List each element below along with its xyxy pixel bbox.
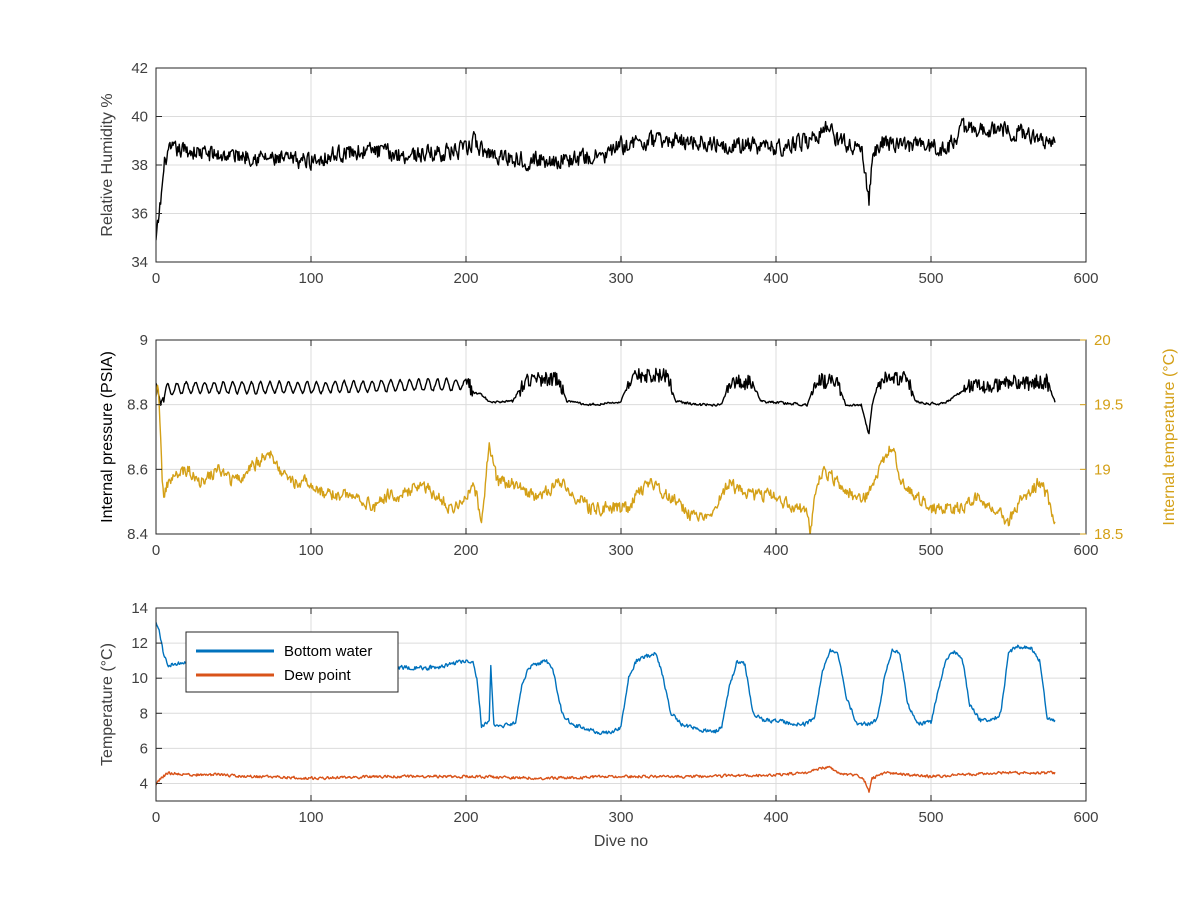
x-tick-label: 200 bbox=[453, 809, 478, 826]
x-tick-label: 600 bbox=[1073, 809, 1098, 826]
x-tick-label: 0 bbox=[152, 809, 160, 826]
x-tick-label: 200 bbox=[453, 542, 478, 559]
y-tick-label: 10 bbox=[131, 670, 148, 687]
x-tick-label: 300 bbox=[608, 270, 633, 287]
y-tick-label: 8.4 bbox=[127, 526, 148, 543]
y-tick-label: 8.6 bbox=[127, 461, 148, 478]
x-tick-label: 0 bbox=[152, 542, 160, 559]
x-tick-label: 300 bbox=[608, 542, 633, 559]
y-axis-label: Internal pressure (PSIA) bbox=[99, 351, 116, 523]
x-tick-label: 200 bbox=[453, 270, 478, 287]
y-tick-label: 4 bbox=[140, 775, 148, 792]
chart-panel-3: 0 100 200 300 400 500 600 4 6 8 10 12 14 Temperature … bbox=[99, 600, 1099, 850]
x-tick-label: 100 bbox=[298, 270, 323, 287]
y-tick-label: 12 bbox=[131, 635, 148, 652]
y-tick-label: 40 bbox=[131, 109, 148, 126]
x-tick-label: 600 bbox=[1073, 542, 1098, 559]
legend-label-bottom-water: Bottom water bbox=[284, 643, 372, 660]
series-line-1 bbox=[156, 117, 1056, 241]
y-axis-label: Temperature (°C) bbox=[99, 643, 116, 766]
y-tick-label-right: 19 bbox=[1094, 461, 1111, 478]
x-tick-label: 100 bbox=[298, 809, 323, 826]
y-tick-label-right: 18.5 bbox=[1094, 526, 1123, 543]
chart-panel-1: 0 100 200 300 400 500 600 34 36 38 40 42 Relative Hu… bbox=[99, 60, 1099, 287]
x-tick-label: 400 bbox=[763, 809, 788, 826]
x-tick-label: 500 bbox=[918, 809, 943, 826]
x-tick-label: 0 bbox=[152, 270, 160, 287]
x-axis-label: Dive no bbox=[594, 833, 648, 850]
series-line-dew-point bbox=[156, 765, 1056, 793]
x-tick-label: 600 bbox=[1073, 270, 1098, 287]
y-tick-label: 8 bbox=[140, 705, 148, 722]
y-tick-label: 38 bbox=[131, 157, 148, 174]
y-tick-label: 14 bbox=[131, 600, 148, 617]
y-axis-label: Relative Humidity % bbox=[99, 93, 116, 236]
x-tick-label: 100 bbox=[298, 542, 323, 559]
y-tick-label-right: 19.5 bbox=[1094, 397, 1123, 414]
y-tick-label: 9 bbox=[140, 332, 148, 349]
legend-label-dew-point: Dew point bbox=[284, 667, 352, 684]
y-tick-label-right: 20 bbox=[1094, 332, 1111, 349]
y-axis-label-right: Internal temperature (°C) bbox=[1161, 348, 1178, 525]
series-line-1 bbox=[156, 367, 1056, 435]
x-tick-label: 300 bbox=[608, 809, 633, 826]
x-tick-label: 400 bbox=[763, 542, 788, 559]
x-tick-label: 500 bbox=[918, 542, 943, 559]
y-tick-label: 6 bbox=[140, 740, 148, 757]
series-line-2 bbox=[156, 384, 1056, 534]
y-tick-label: 42 bbox=[131, 60, 148, 77]
x-tick-label: 400 bbox=[763, 270, 788, 287]
legend-box bbox=[185, 631, 399, 693]
y-tick-label: 36 bbox=[131, 206, 148, 223]
y-tick-label: 34 bbox=[131, 254, 148, 271]
y-tick-label: 8.8 bbox=[127, 397, 148, 414]
legend: Bottom water Dew point bbox=[185, 631, 399, 693]
x-tick-label: 500 bbox=[918, 270, 943, 287]
chart-panel-2: 0 100 200 300 400 500 600 8.4 8.6 8.8 9 18.5 19 19.5 2… bbox=[99, 332, 1178, 559]
